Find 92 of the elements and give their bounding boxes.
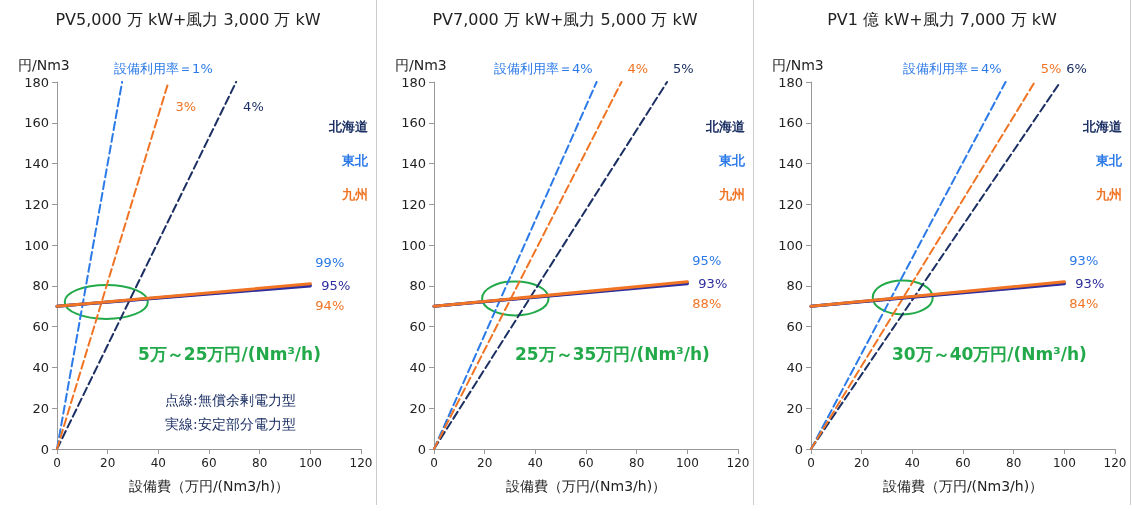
x-tick-label: 120 [349,456,373,470]
y-tick-label: 160 [24,115,49,131]
annotation: 東北 [341,153,369,168]
chart-title: PV1 億 kW+風力 7,000 万 kW [827,9,1057,29]
annotation: 九州 [1095,187,1122,202]
y-tick-label: 180 [778,74,803,90]
series-label: 99% [315,255,345,271]
chart-title: PV7,000 万 kW+風力 5,000 万 kW [432,9,698,29]
x-tick-label: 60 [578,456,594,470]
x-tick-label: 0 [430,456,438,470]
x-tick-label: 20 [854,456,870,470]
y-tick-label: 140 [401,156,426,172]
series-label: 4% [627,61,649,76]
series-label: 設備利用率＝4% [902,61,1002,76]
series-label: 88% [692,296,722,312]
chart-title: PV5,000 万 kW+風力 3,000 万 kW [55,9,321,29]
annotation: 北海道 [328,119,369,134]
y-tick-label: 0 [417,441,426,457]
y-tick-label: 140 [24,156,49,172]
y-tick-label: 140 [778,156,803,172]
x-tick-label: 100 [675,456,699,470]
y-tick-label: 20 [32,400,49,416]
x-tick-label: 120 [726,456,750,470]
y-tick-label: 40 [786,359,803,375]
x-tick-label: 20 [100,456,116,470]
series-label: 設備利用率＝1% [114,61,213,76]
y-tick-label: 180 [24,74,49,90]
x-tick-label: 120 [1103,456,1127,470]
y-tick-label: 160 [401,115,426,131]
x-tick-label: 40 [150,456,166,470]
x-axis-title: 設備費（万円/(Nm3/h)） [128,478,290,494]
annotation: 東北 [718,153,746,168]
y-tick-label: 100 [401,237,426,253]
annotation: 30万～40万円/(Nm³/h) [892,343,1087,364]
y-tick-label: 100 [778,237,803,253]
series-label: 6% [1066,61,1087,76]
y-tick-label: 60 [32,319,49,335]
y-tick-label: 80 [786,278,803,294]
x-tick-label: 100 [1052,456,1076,470]
annotation: 点線:無償余剰電力型 [165,392,296,408]
annotation: 九州 [341,187,368,202]
x-tick-label: 80 [1006,456,1022,470]
series-label: 95% [692,253,722,269]
y-tick-label: 20 [786,400,803,416]
series-label: 3% [175,98,197,114]
series-label: 設備利用率＝4% [494,61,593,76]
x-tick-label: 80 [252,456,268,470]
annotation: 5万～25万円/(Nm³/h) [138,343,321,364]
y-tick-label: 60 [786,319,803,335]
y-axis-title: 円/Nm3 [395,57,447,73]
series-label: 4% [243,98,264,114]
x-axis-title: 設備費（万円/(Nm3/h)） [505,478,667,494]
series-label: 5% [673,61,694,76]
y-axis-title: 円/Nm3 [772,57,824,73]
annotation: 実線:安定部分電力型 [165,416,296,432]
y-tick-label: 80 [32,278,49,294]
annotation: 25万～35万円/(Nm³/h) [515,343,710,364]
series-label: 93% [1075,276,1105,292]
x-tick-label: 40 [904,456,920,470]
series-label: 95% [321,278,351,294]
annotation: 北海道 [1082,119,1123,134]
x-tick-label: 0 [807,456,815,470]
y-tick-label: 20 [409,400,426,416]
series-label: 5% [1040,61,1062,76]
x-tick-label: 60 [955,456,971,470]
x-axis-title: 設備費（万円/(Nm3/h)） [882,478,1044,494]
series-label: 84% [1069,296,1099,312]
y-tick-label: 40 [409,359,426,375]
series-label: 94% [315,298,345,314]
x-tick-label: 0 [53,456,61,470]
y-tick-label: 120 [24,196,49,212]
x-tick-label: 20 [477,456,493,470]
annotation: 北海道 [705,119,746,134]
series-label: 93% [698,276,728,292]
y-tick-label: 60 [409,319,426,335]
series-label: 93% [1069,253,1099,269]
annotation: 東北 [1095,153,1123,168]
y-tick-label: 180 [401,74,426,90]
y-axis-title: 円/Nm3 [18,57,70,73]
y-tick-label: 120 [778,196,803,212]
y-tick-label: 40 [32,359,49,375]
x-tick-label: 100 [298,456,322,470]
x-tick-label: 40 [527,456,543,470]
y-tick-label: 120 [401,196,426,212]
x-tick-label: 80 [629,456,645,470]
y-tick-label: 160 [778,115,803,131]
y-tick-label: 0 [794,441,803,457]
y-tick-label: 80 [409,278,426,294]
annotation: 九州 [718,187,745,202]
y-tick-label: 100 [24,237,49,253]
y-tick-label: 0 [40,441,49,457]
x-tick-label: 60 [201,456,217,470]
